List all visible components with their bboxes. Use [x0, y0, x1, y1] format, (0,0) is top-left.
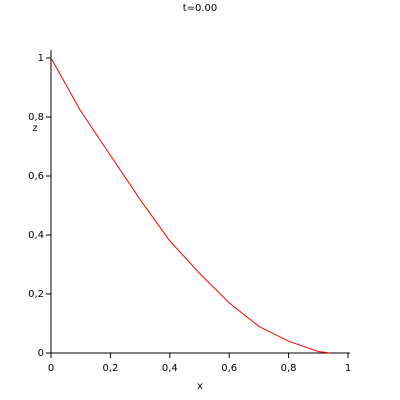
y-tick-label: 1 — [38, 53, 44, 64]
x-axis-label: x — [197, 381, 203, 392]
y-tick-label: 0 — [38, 348, 44, 359]
data-line — [50, 57, 331, 354]
chart-title: t=0.00 — [183, 3, 218, 14]
y-tick-label: 0,8 — [28, 112, 44, 123]
x-tick-label: 0 — [48, 363, 54, 374]
y-axis-label: z — [32, 123, 37, 134]
y-tick-label: 0,4 — [28, 230, 44, 241]
x-tick-label: 1 — [345, 363, 351, 374]
x-tick-label: 0,4 — [162, 363, 178, 374]
y-tick-label: 0,6 — [28, 171, 44, 182]
x-tick-label: 0,8 — [281, 363, 297, 374]
x-tick-label: 0,6 — [221, 363, 237, 374]
x-tick-label: 0,2 — [102, 363, 118, 374]
y-tick-label: 0,2 — [28, 289, 44, 300]
